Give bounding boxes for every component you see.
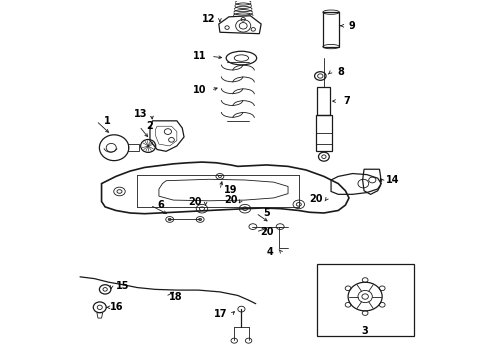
Text: 7: 7 <box>344 96 350 106</box>
Text: 20: 20 <box>188 197 201 207</box>
Text: 20: 20 <box>309 194 323 204</box>
Text: 10: 10 <box>194 85 207 95</box>
Text: 9: 9 <box>348 21 355 31</box>
Text: 14: 14 <box>386 175 399 185</box>
Text: 20: 20 <box>224 195 238 205</box>
Text: 3: 3 <box>362 325 368 336</box>
Text: 20: 20 <box>260 227 273 237</box>
Text: 12: 12 <box>202 14 216 24</box>
Text: 18: 18 <box>170 292 183 302</box>
Text: 13: 13 <box>134 109 148 119</box>
Text: 5: 5 <box>263 208 270 218</box>
Text: 8: 8 <box>338 67 344 77</box>
Bar <box>317 264 414 336</box>
Text: 4: 4 <box>267 247 273 257</box>
Text: 2: 2 <box>147 121 153 131</box>
Text: 15: 15 <box>116 281 129 291</box>
Text: 11: 11 <box>194 51 207 61</box>
Text: 1: 1 <box>103 116 110 126</box>
Text: 19: 19 <box>224 185 238 195</box>
Text: 17: 17 <box>214 310 227 319</box>
Text: 16: 16 <box>110 302 124 312</box>
Text: 6: 6 <box>157 200 164 210</box>
